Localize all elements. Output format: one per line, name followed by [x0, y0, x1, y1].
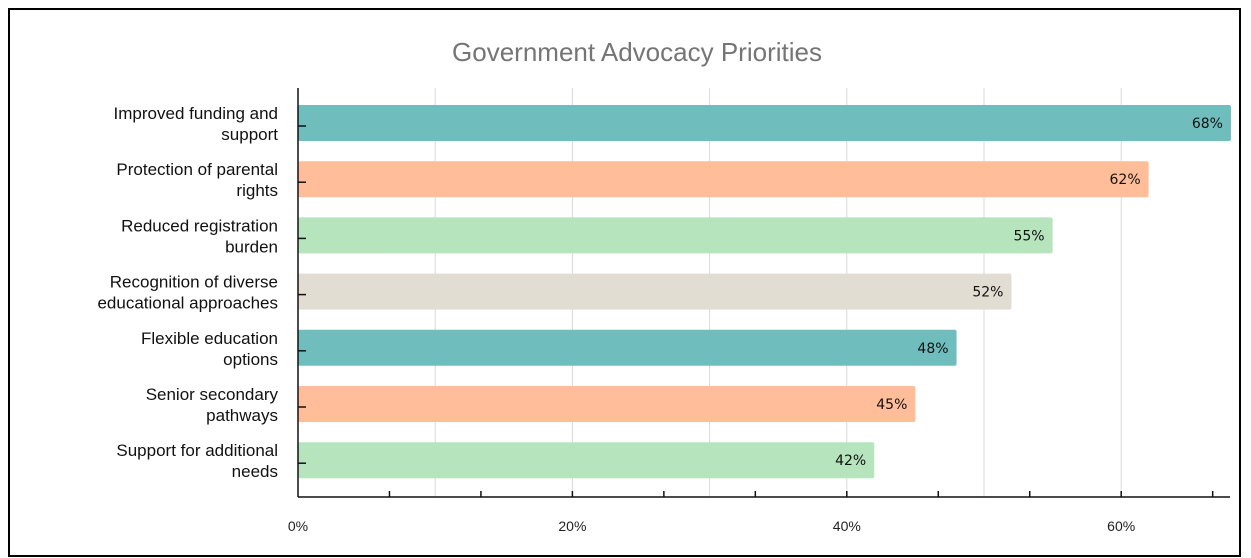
- x-tick-label: 20%: [558, 518, 586, 534]
- category-label: Senior secondary pathways: [146, 385, 279, 425]
- bars: [298, 105, 1231, 479]
- data-label: 55%: [1013, 228, 1044, 244]
- category-label: Flexible education options: [141, 329, 278, 369]
- category-label: Reduced registration burden: [121, 216, 278, 256]
- category-labels: Improved funding and support Protection of…: [97, 104, 278, 481]
- category-label: Recognition of diverse educational approa…: [97, 273, 278, 313]
- bar: [298, 273, 1012, 310]
- axes: [297, 88, 1230, 498]
- bar: [298, 217, 1053, 254]
- bar: [298, 105, 1231, 141]
- bar: [298, 442, 875, 479]
- x-tick-label: 60%: [1107, 518, 1135, 534]
- data-label: 62%: [1110, 172, 1141, 188]
- data-label: 48%: [917, 341, 948, 357]
- x-tick-label: 0%: [288, 518, 308, 534]
- bar: [298, 329, 957, 366]
- data-label: 45%: [876, 397, 907, 413]
- x-tick-label: 40%: [833, 518, 861, 534]
- data-label: 68%: [1192, 116, 1223, 132]
- category-label: Support for additional needs: [116, 441, 278, 481]
- data-labels: 68% 62% 55% 52% 48% 45% 42%: [835, 116, 1223, 469]
- bar: [298, 161, 1149, 198]
- category-label: Protection of parental rights: [116, 160, 278, 200]
- chart-title: Government Advocacy Priorities: [452, 37, 822, 67]
- data-label: 42%: [835, 453, 866, 469]
- x-tick-labels: 0% 20% 40% 60%: [288, 518, 1135, 534]
- category-label: Improved funding and support: [114, 104, 279, 144]
- bar: [298, 386, 916, 422]
- data-label: 52%: [972, 285, 1003, 301]
